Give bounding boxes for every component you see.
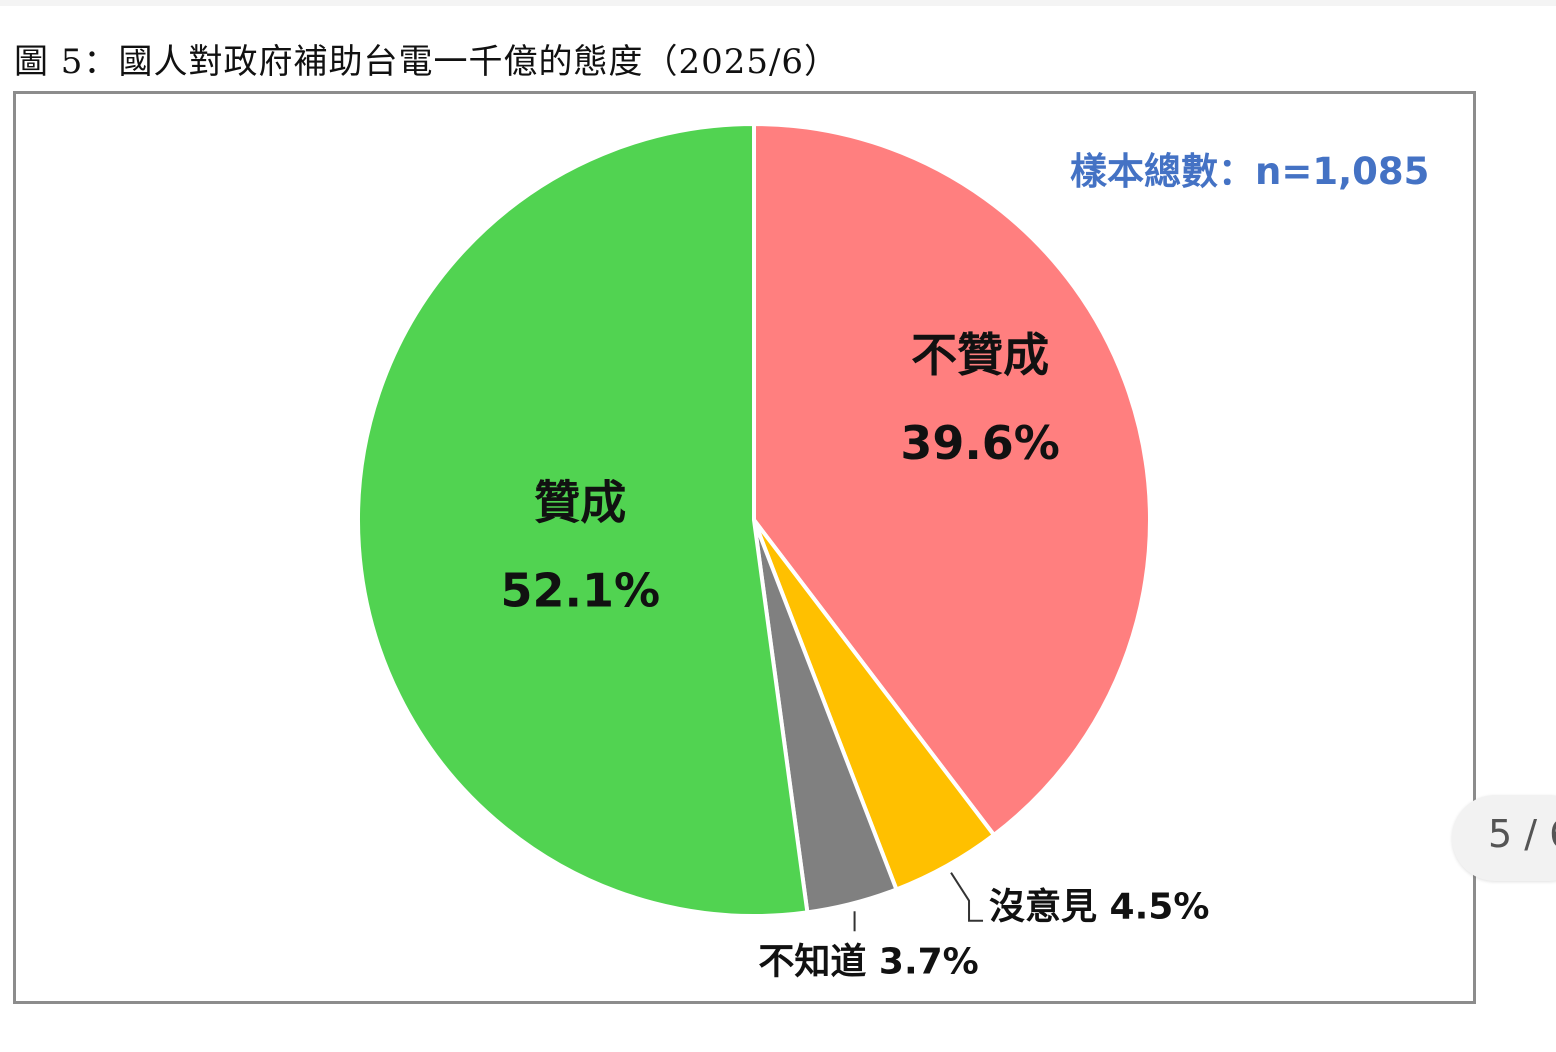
leader-line-no-opinion bbox=[950, 872, 984, 922]
slice-label-dont-know: 不知道 3.7% bbox=[758, 941, 978, 982]
pie-slice-disagree bbox=[752, 122, 1152, 838]
slice-name-agree: 贊成 bbox=[534, 475, 626, 529]
figure-caption: 圖 5：國人對政府補助台電一千億的態度（2025/6） bbox=[14, 42, 840, 82]
slice-name-disagree: 不贊成 bbox=[911, 328, 1049, 382]
sample-size-label: 樣本總數：n=1,085 bbox=[1070, 150, 1430, 193]
slice-label-no-opinion: 沒意見 4.5% bbox=[989, 887, 1209, 928]
slice-value-disagree: 39.6% bbox=[900, 416, 1060, 470]
page-indicator-pill[interactable] bbox=[1452, 795, 1556, 881]
top-strip bbox=[0, 0, 1556, 6]
slice-value-agree: 52.1% bbox=[500, 563, 660, 617]
pie-slice-agree bbox=[356, 122, 810, 918]
page-indicator: 5 / 6 bbox=[1488, 812, 1556, 856]
